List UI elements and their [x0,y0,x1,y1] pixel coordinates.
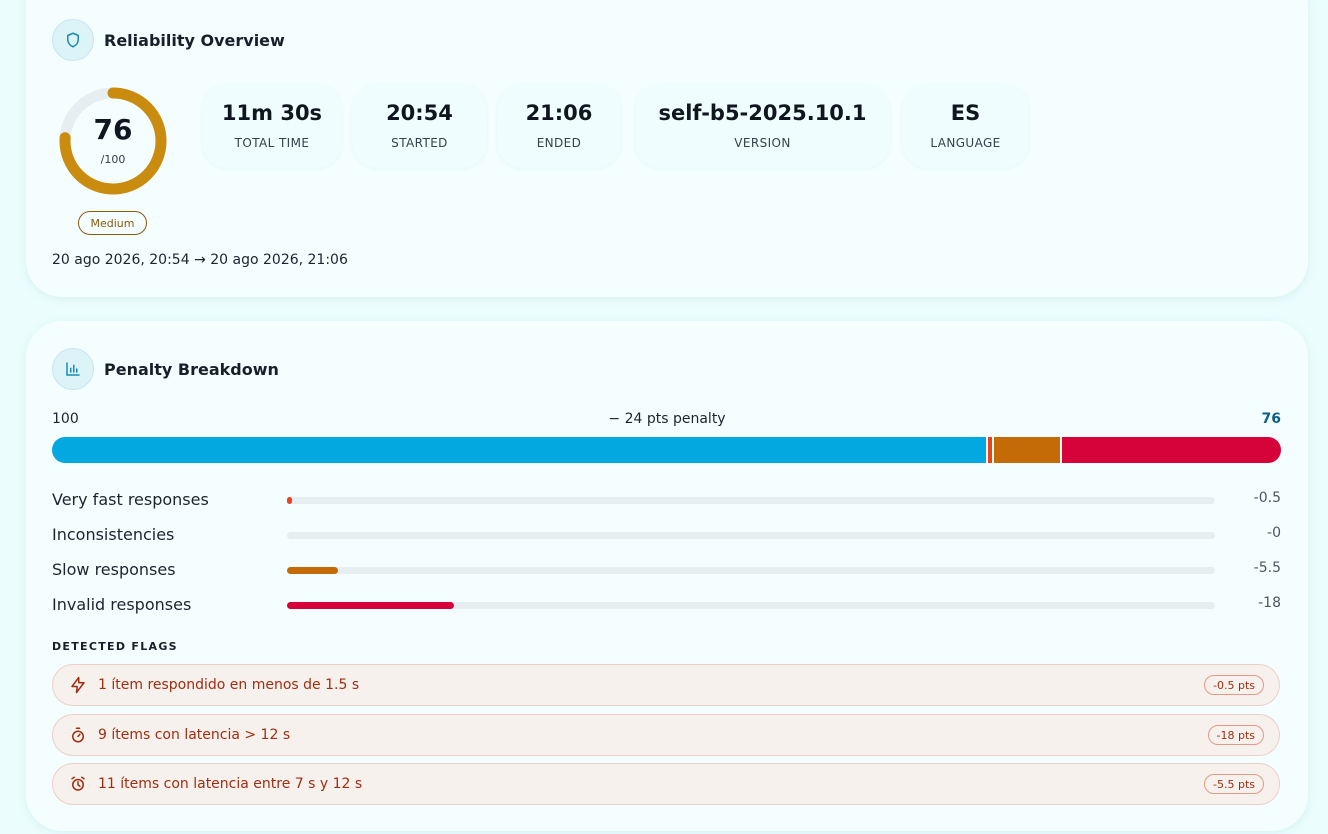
stack-segment-very-fast [986,437,993,463]
penalty-row-very-fast: Very fast responses -0.5 [52,488,1281,512]
shield-icon [52,19,94,61]
flag-slow-over-12s: 9 ítems con latencia > 12 s -18 pts [52,714,1280,756]
penalty-row-value: -0.5 [1253,490,1281,506]
stat-value: self-b5-2025.10.1 [658,101,867,125]
flag-badge: -0.5 pts [1204,675,1264,695]
stat-label: VERSION [734,136,791,150]
stat-value: 20:54 [386,101,453,125]
stat-started: 20:54 STARTED [352,84,487,168]
penalty-row-label: Inconsistencies [52,525,175,544]
reliability-overview-card: Reliability Overview 76 /100 Medium 20 a… [26,0,1308,297]
scale-end: 76 [1261,411,1281,427]
overview-title: Reliability Overview [104,30,285,50]
stat-language: ES LANGUAGE [902,84,1029,168]
penalty-track [287,532,1215,539]
flag-badge: -18 pts [1207,725,1264,745]
bar-chart-icon [52,348,94,390]
stack-segment-slow [992,437,1060,463]
date-range: 20 ago 2026, 20:54 → 20 ago 2026, 21:06 [52,252,348,268]
flag-badge: -5.5 pts [1204,774,1264,794]
gauge-arc [59,87,167,195]
stat-label: LANGUAGE [930,136,1001,150]
stat-value: 11m 30s [221,101,323,125]
penalty-fill [287,497,292,504]
penalty-track [287,567,1215,574]
stat-label: TOTAL TIME [234,136,310,150]
score-denominator: /100 [100,153,126,166]
penalty-row-label: Slow responses [52,560,176,579]
penalty-row-value: -0 [1267,525,1281,541]
stat-value: ES [950,101,981,125]
flag-text: 9 ítems con latencia > 12 s [98,727,291,743]
stat-value: 21:06 [525,101,593,125]
scale-start: 100 [52,411,79,427]
detected-flags-heading: DETECTED FLAGS [52,640,178,653]
stat-label: ENDED [536,136,582,150]
lightning-icon [69,676,87,694]
penalty-row-label: Invalid responses [52,595,192,614]
score-gauge: 76 /100 [57,85,169,197]
penalty-row-invalid: Invalid responses -18 [52,593,1281,617]
flag-text: 1 ítem respondido en menos de 1.5 s [98,677,360,693]
penalty-stacked-bar [52,437,1281,463]
level-badge: Medium [78,211,147,235]
penalty-title: Penalty Breakdown [104,359,279,379]
penalty-row-label: Very fast responses [52,490,209,509]
stat-label: STARTED [391,136,448,150]
penalty-row-value: -18 [1258,595,1281,611]
overview-header: Reliability Overview [52,19,285,61]
score-value: 76 [93,113,133,146]
penalty-breakdown-card: Penalty Breakdown − 24 pts penalty 100 7… [26,321,1308,831]
stat-version: self-b5-2025.10.1 VERSION [635,84,890,168]
stat-total-time: 11m 30s TOTAL TIME [202,84,342,168]
alarm-clock-icon [69,775,87,793]
penalty-summary: − 24 pts penalty [608,411,726,427]
penalty-track [287,497,1215,504]
penalty-row-slow: Slow responses -5.5 [52,558,1281,582]
stack-segment-invalid [1059,437,1281,463]
flag-text: 11 ítems con latencia entre 7 s y 12 s [98,776,363,792]
penalty-fill [287,567,339,574]
penalty-header: Penalty Breakdown [52,348,279,390]
stack-segment-score [52,437,987,463]
flag-very-fast: 1 ítem respondido en menos de 1.5 s -0.5… [52,664,1280,706]
flag-slow-7-12s: 11 ítems con latencia entre 7 s y 12 s -… [52,763,1280,805]
penalty-row-value: -5.5 [1253,560,1281,576]
penalty-track [287,602,1215,609]
penalty-fill [287,602,455,609]
penalty-row-inconsistencies: Inconsistencies -0 [52,523,1281,547]
stopwatch-icon [69,726,87,744]
stat-ended: 21:06 ENDED [497,84,621,168]
